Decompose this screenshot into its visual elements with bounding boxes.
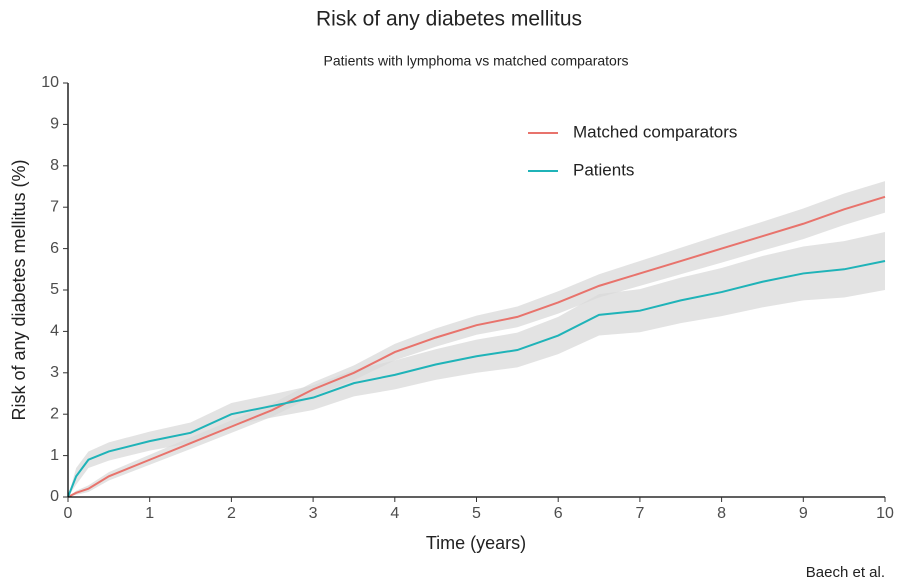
legend-label: Matched comparators	[573, 122, 737, 141]
x-tick-label: 7	[635, 505, 644, 522]
x-tick-label: 6	[554, 505, 563, 522]
y-tick-label: 7	[50, 198, 59, 215]
y-tick-label: 2	[50, 405, 59, 422]
line	[67, 195, 886, 498]
y-tick-label: 4	[50, 323, 59, 340]
chart-subtitle: Patients with lymphoma vs matched compar…	[323, 53, 628, 69]
x-tick-label: 4	[390, 505, 399, 522]
y-tick-label: 3	[50, 364, 59, 381]
y-tick-label: 8	[50, 157, 59, 174]
x-tick-label: 2	[227, 505, 236, 522]
y-tick-label: 9	[50, 116, 59, 133]
caption: Baech et al.	[806, 564, 885, 581]
chart-title: Risk of any diabetes mellitus	[316, 8, 582, 31]
y-tick-label: 10	[41, 74, 59, 91]
x-tick-label: 3	[309, 505, 318, 522]
y-tick-label: 1	[50, 447, 59, 464]
y-tick-label: 0	[50, 488, 59, 505]
y-axis-label: Risk of any diabetes mellitus (%)	[9, 159, 29, 420]
x-tick-label: 1	[145, 505, 154, 522]
x-tick-label: 9	[799, 505, 808, 522]
x-tick-label: 0	[64, 505, 73, 522]
x-tick-label: 5	[472, 505, 481, 522]
x-tick-label: 10	[876, 505, 894, 522]
y-tick-label: 5	[50, 281, 59, 298]
x-tick-label: 8	[717, 505, 726, 522]
confidence-band	[68, 232, 885, 498]
x-axis-label: Time (years)	[426, 533, 526, 553]
y-tick-label: 6	[50, 240, 59, 257]
line	[67, 260, 886, 498]
confidence-band	[68, 181, 885, 498]
legend-label: Patients	[573, 160, 634, 179]
